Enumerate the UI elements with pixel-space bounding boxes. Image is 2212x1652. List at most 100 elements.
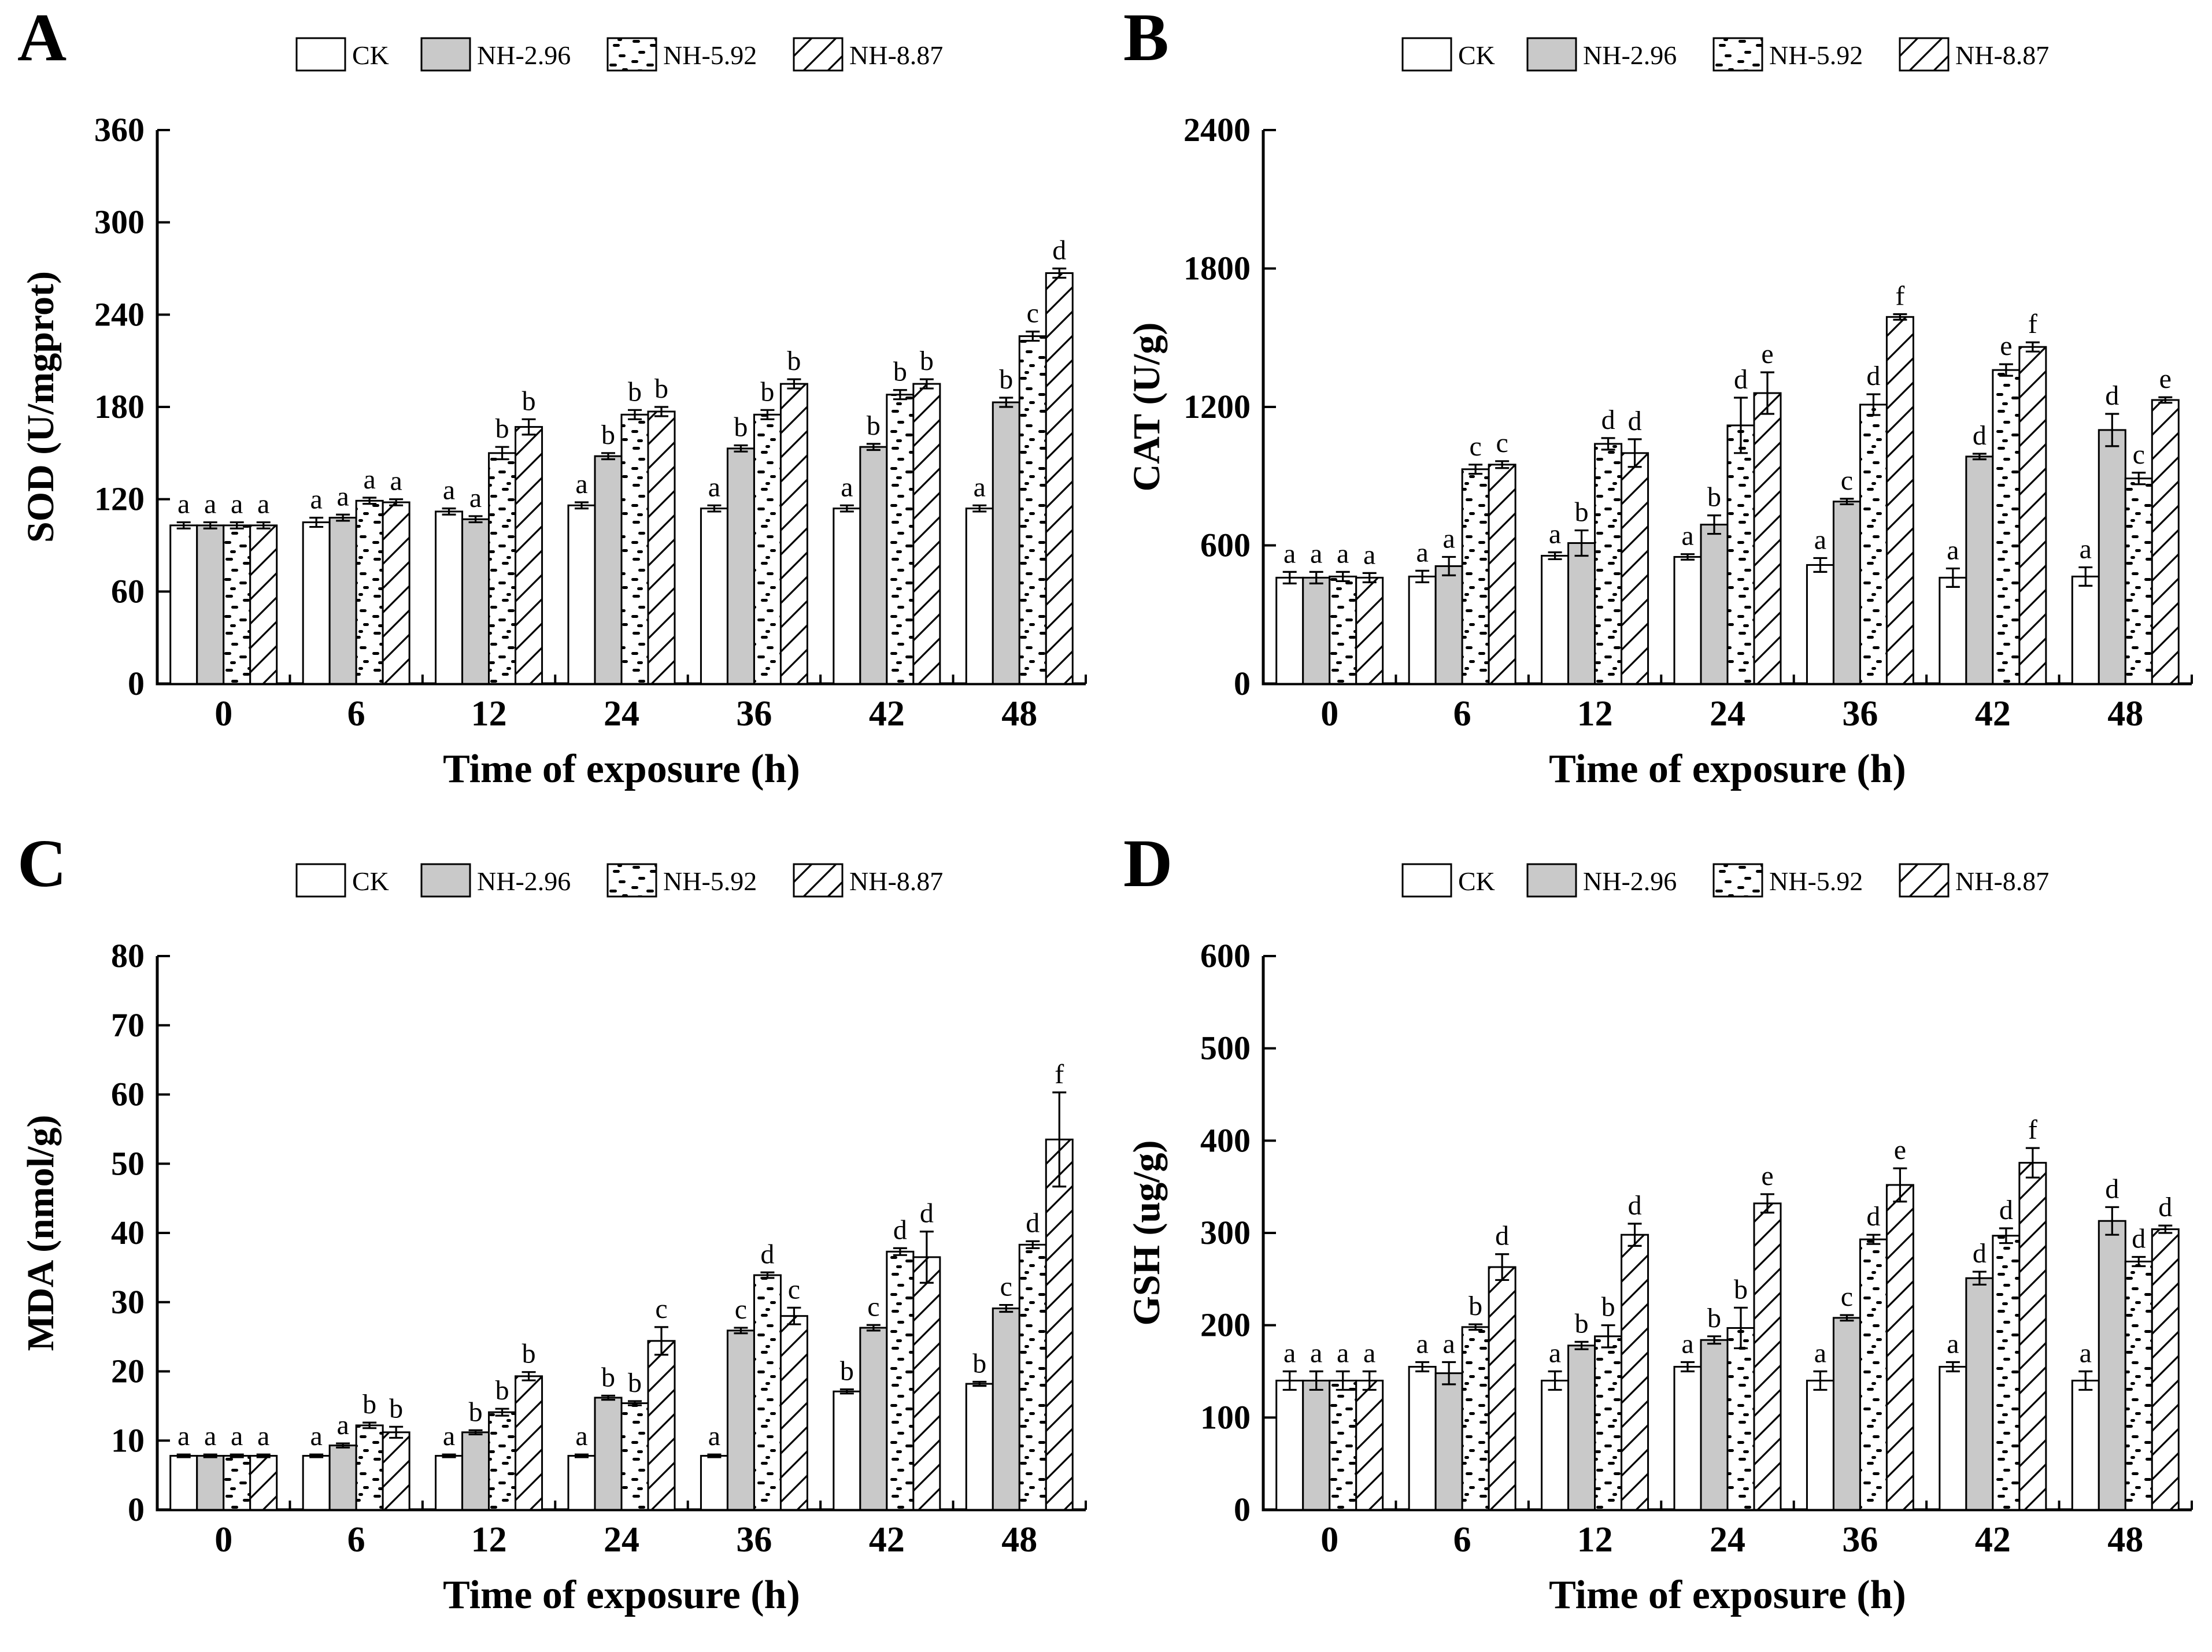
error-bar [1840, 498, 1854, 506]
error-bar [1707, 1335, 1721, 1345]
x-axis-title: Time of exposure (h) [1549, 1573, 1906, 1617]
sig-letter: b [734, 412, 748, 443]
sig-letter: a [1416, 1329, 1428, 1360]
sig-letter: a [336, 1410, 349, 1440]
bar [1594, 443, 1623, 685]
bar [1275, 576, 1304, 685]
sig-letter: d [760, 1239, 774, 1269]
sig-letter: f [1055, 1059, 1064, 1090]
error-bar [2132, 472, 2146, 486]
sig-letter: a [336, 481, 349, 512]
legend-item: NH-5.92 [1712, 863, 1863, 898]
legend-swatch [606, 863, 657, 898]
sig-letter: e [2159, 364, 2172, 394]
panel-b: B 0 600 1200 1800 2400 0 6 12 24 36 42 48 a a a a a a a a a b… [1106, 0, 2212, 826]
x-tick-label: 6 [1453, 694, 1471, 734]
bar [859, 1327, 888, 1511]
y-tick-label: 400 [1200, 1121, 1251, 1159]
bar [1302, 1379, 1331, 1511]
bar [2071, 575, 2100, 685]
legend-label: NH-2.96 [1583, 866, 1677, 896]
panel-c-letter: C [17, 826, 67, 901]
x-tick-label: 12 [471, 1520, 507, 1560]
sig-letter: a [1549, 518, 1561, 549]
error-bar [1362, 1370, 1377, 1391]
error-bar [203, 1453, 217, 1458]
legend-item: NH-8.87 [1899, 863, 2049, 898]
sig-letter: a [204, 489, 216, 520]
sig-letter: e [1761, 1161, 1773, 1191]
y-tick-label: 10 [111, 1421, 145, 1459]
bar [1753, 392, 1782, 685]
x-tick-labels: 0 6 12 24 36 42 48 [1320, 694, 2143, 734]
y-tick-label: 360 [94, 111, 145, 149]
sig-letter: d [1973, 1238, 1987, 1269]
sig-letter: d [2105, 380, 2119, 411]
bar [1567, 542, 1596, 685]
bar [2071, 1379, 2100, 1511]
sig-letter: b [867, 410, 881, 441]
legend-swatch [1899, 863, 1950, 898]
legend-label: NH-2.96 [477, 866, 571, 896]
x-tick-label: 24 [1710, 694, 1745, 734]
bar [1939, 1366, 1967, 1511]
bar [1434, 565, 1463, 685]
y-tick-label: 500 [1200, 1029, 1251, 1067]
x-tick-label: 24 [1710, 1520, 1745, 1560]
y-tick-label: 300 [94, 203, 145, 241]
error-bar [362, 1421, 377, 1429]
bar [965, 508, 994, 685]
bar [1302, 576, 1331, 685]
sig-letter: a [177, 1421, 190, 1451]
bar [2151, 399, 2180, 685]
bar [594, 455, 623, 685]
error-bar [1627, 438, 1642, 468]
sig-letter: a [1814, 524, 1826, 555]
bar [1355, 576, 1384, 685]
legend: CK NH-2.96 NH-5.92 NH-8.87 [295, 863, 943, 898]
bar [1621, 452, 1649, 685]
bar [1673, 1366, 1702, 1511]
bar [328, 517, 357, 685]
sig-letter: c [1000, 1272, 1012, 1302]
sig-letter: d [1601, 405, 1615, 435]
x-tick-label: 0 [214, 1520, 232, 1560]
error-bar [839, 504, 854, 513]
legend-label: NH-5.92 [1769, 40, 1863, 70]
bar [700, 508, 728, 685]
sig-letter: c [2133, 439, 2145, 470]
error-bar [495, 1407, 509, 1417]
sig-letter: c [1841, 1281, 1853, 1312]
legend-swatch [1526, 37, 1577, 72]
bar [2018, 346, 2047, 685]
x-tick-label: 42 [869, 1520, 905, 1560]
panel-d-letter: D [1123, 826, 1173, 901]
x-tick-label: 12 [1577, 1520, 1613, 1560]
legend-label: NH-8.87 [849, 866, 943, 896]
error-bar [1893, 313, 1907, 321]
y-axis-ticks: 0 60 120 180 240 300 360 [94, 111, 170, 702]
x-axis-title: Time of exposure (h) [443, 747, 800, 791]
error-bar [1813, 557, 1828, 573]
legend-item: NH-2.96 [1526, 863, 1677, 898]
sig-letter: c [1496, 428, 1508, 458]
y-tick-label: 1200 [1183, 388, 1251, 425]
sig-letter: b [1575, 1308, 1589, 1339]
bar [2018, 1162, 2047, 1511]
sig-letter: a [1947, 1329, 1959, 1360]
bar [328, 1444, 357, 1511]
bar [1992, 1235, 2021, 1511]
bar [1461, 1326, 1490, 1511]
error-bar [972, 504, 987, 513]
legend: CK NH-2.96 NH-5.92 NH-8.87 [1401, 37, 2049, 72]
sig-letter: f [2028, 1114, 2037, 1145]
error-bar [1734, 397, 1748, 454]
bar [302, 521, 331, 685]
sig-letter: a [177, 489, 190, 520]
bar [1018, 335, 1047, 685]
legend: CK NH-2.96 NH-5.92 NH-8.87 [295, 37, 943, 72]
x-axis-ticks [288, 675, 1087, 684]
y-tick-label: 0 [1234, 665, 1251, 702]
bar [1992, 369, 2021, 685]
